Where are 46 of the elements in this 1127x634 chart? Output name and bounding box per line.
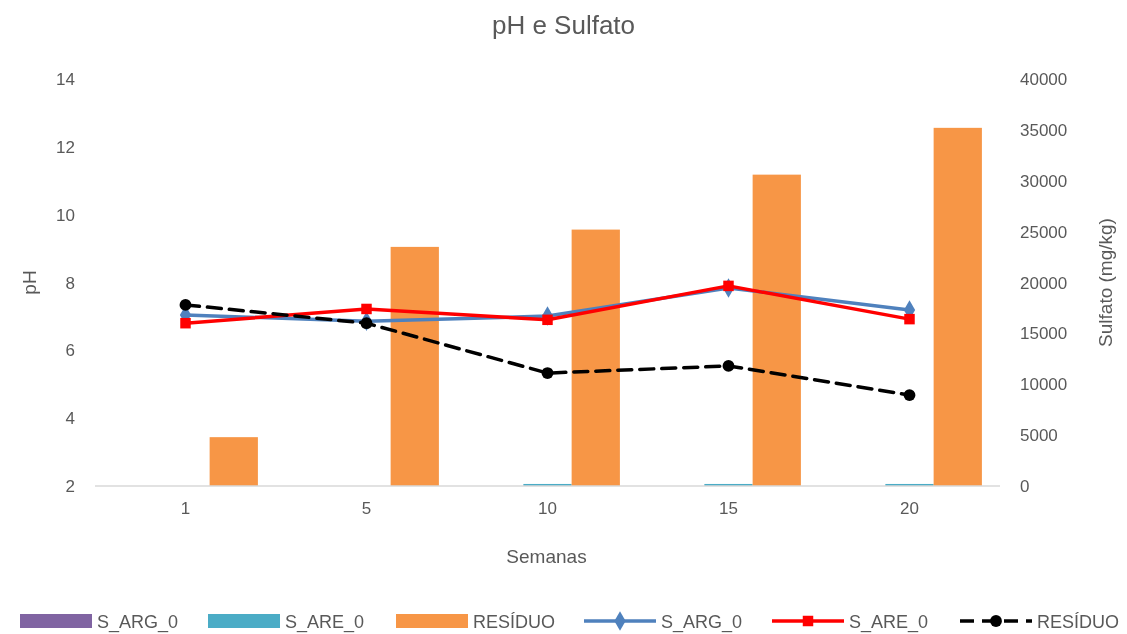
x-tick-label: 1	[180, 499, 191, 518]
legend-label: RESÍDUO	[1037, 612, 1120, 632]
point	[179, 298, 192, 311]
x-tick-label: 20	[900, 499, 919, 518]
bar	[209, 437, 258, 486]
legend-label: RESÍDUO	[473, 612, 556, 632]
y2-tick-label: 20000	[1020, 273, 1068, 293]
point	[903, 389, 916, 402]
y-tick-label: 6	[65, 341, 75, 361]
y2-tick-label: 15000	[1020, 324, 1068, 344]
chart-title: pH e Sulfato	[491, 10, 636, 40]
y2-tick-label: 5000	[1020, 426, 1058, 446]
bar	[752, 174, 801, 486]
legend-label: S_ARE_0	[849, 612, 929, 633]
y-axis-title: pH	[19, 270, 40, 295]
point	[723, 280, 734, 292]
y2-tick-label: 30000	[1020, 171, 1068, 191]
y2-tick-label: 10000	[1020, 375, 1068, 395]
legend-label: S_ARE_0	[285, 612, 365, 633]
y-tick-label: 4	[65, 409, 75, 429]
x-tick-label: 15	[719, 499, 738, 518]
point	[541, 367, 554, 379]
y-tick-label: 14	[56, 70, 75, 89]
y2-axis-title: Sulfato (mg/kg)	[1095, 218, 1116, 347]
y-tick-label: 2	[65, 477, 75, 496]
point	[180, 317, 191, 329]
point	[360, 317, 373, 330]
y-tick-label: 10	[56, 205, 75, 225]
x-tick-label: 10	[538, 499, 557, 518]
point	[904, 313, 915, 325]
y2-tick-label: 25000	[1020, 222, 1068, 242]
y2-tick-label: 0	[1020, 477, 1030, 496]
y-tick-label: 12	[56, 137, 75, 157]
y2-tick-label: 40000	[1020, 70, 1068, 89]
bar	[571, 229, 620, 486]
bar	[933, 127, 982, 486]
bar	[390, 246, 439, 486]
legend-label: S_ARG_0	[97, 612, 179, 633]
x-tick-label: 5	[361, 499, 372, 518]
legend-label: S_ARG_0	[661, 612, 743, 633]
point	[361, 303, 372, 315]
x-axis-title: Semanas	[506, 546, 587, 567]
point	[722, 360, 735, 372]
y-tick-label: 8	[65, 273, 75, 293]
y2-tick-label: 35000	[1020, 120, 1068, 140]
point	[542, 314, 553, 326]
